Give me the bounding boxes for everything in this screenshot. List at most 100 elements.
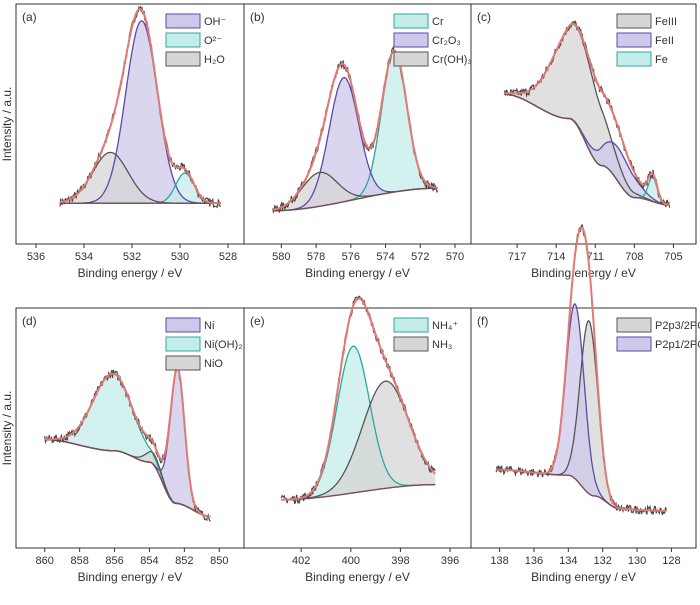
peak-fill-3 [272,172,438,211]
envelope-fit [272,49,438,211]
legend-label: Cr(OH)₃ [432,54,472,66]
x-tick-label: 705 [664,251,682,263]
legend-label: FeII [655,35,674,47]
panel-1: 536 534 532 530 528 Binding energy / eV Intens… [0,3,245,280]
x-axis-label: Binding energy / eV [78,570,183,584]
envelope-fit [281,297,436,501]
x-axis-label: Binding energy / eV [531,570,636,584]
legend-label: Fe [655,54,668,66]
peak-fill-3 [60,152,221,204]
legend-label: Ni [204,320,214,332]
peak-fill-1 [60,20,221,204]
panel-frame [470,307,697,549]
envelope-fit [496,226,667,512]
legend-label: Cr₂O₃ [432,35,461,47]
legend-label: O²⁻ [204,35,222,47]
panel-5: 402 400 398 396 Binding energy / eV (e) NH₄⁺ NH… [243,295,472,584]
background-line [272,187,438,212]
legend-label: FeIII [655,16,677,28]
x-tick-label: 711 [587,251,605,263]
x-tick-label: 134 [559,555,577,567]
x-tick-label: 574 [376,251,394,263]
peak-fill-2 [496,303,667,511]
x-tick-label: 570 [446,251,464,263]
legend-swatch [616,317,652,333]
panel-tag: (d) [22,314,37,328]
x-tick-label: 708 [625,251,643,263]
legend-swatch [165,317,201,333]
peak-fill-1 [504,24,670,206]
peak-fill-1 [281,346,436,500]
x-tick-label: 576 [342,251,360,263]
x-tick-label: 854 [140,555,158,567]
peak-fill-1 [44,368,211,517]
panel-tag: (c) [477,10,491,24]
envelope-fit [503,22,670,206]
x-tick-label: 400 [342,555,360,567]
legend-swatch [165,336,201,352]
y-axis-label: Intensity / a.u. [0,87,14,162]
background-line [44,438,211,518]
legend-swatch [616,51,652,67]
y-axis-label: Intensity / a.u. [0,391,14,466]
legend-label: NH₄⁺ [432,320,458,332]
x-axis-label: Binding energy / eV [78,266,183,280]
peak-fill-3 [504,94,670,206]
x-tick-label: 714 [547,251,565,263]
x-tick-label: 396 [441,555,459,567]
panel-tag: (a) [22,10,37,24]
x-tick-label: 536 [27,251,45,263]
panel-2: 580 578 576 574 572 570 Binding energy / eV (b)… [243,3,472,280]
peak-fill-2 [272,77,438,211]
x-tick-label: 578 [307,251,325,263]
x-tick-label: 852 [175,555,193,567]
panel-tag: (f) [477,314,488,328]
panel-6: 138 136 134 132 130 128 Binding energy / eV (f)… [470,223,700,584]
x-tick-label: 138 [490,555,508,567]
legend-label: NiO [204,358,223,370]
x-tick-label: 132 [594,555,612,567]
x-tick-label: 528 [219,251,237,263]
legend-swatch [165,51,201,67]
legend-swatch [165,32,201,48]
x-axis-label: Binding energy / eV [305,570,410,584]
legend-swatch [165,355,201,371]
panels-layer: 536 534 532 530 528 Binding energy / eV Intens… [0,3,700,584]
legend-swatch [616,32,652,48]
x-axis-label: Binding energy / eV [531,266,636,280]
legend-swatch [393,32,429,48]
peak-fill-2 [44,373,211,517]
x-tick-label: 580 [272,251,290,263]
x-tick-label: 856 [105,555,123,567]
x-axis-label: Binding energy / eV [305,266,410,280]
legend-label: P2p1/2PO₄³⁻ [655,339,700,351]
legend-swatch [393,336,429,352]
legend-label: OH⁻ [204,16,227,28]
x-tick-label: 136 [525,555,543,567]
x-tick-label: 532 [123,251,141,263]
legend-swatch [616,336,652,352]
peak-fill-2 [60,173,221,204]
x-tick-label: 398 [391,555,409,567]
envelope-fit [59,8,221,205]
legend-swatch [393,13,429,29]
legend-swatch [393,51,429,67]
legend-swatch [393,317,429,333]
x-tick-label: 534 [75,251,93,263]
x-tick-label: 717 [508,251,526,263]
legend-label: NH₃ [432,339,452,351]
background-line [504,93,670,206]
legend-label: Cr [432,16,444,28]
envelope-fit [44,366,211,518]
peak-fill-2 [504,94,670,206]
x-tick-label: 850 [210,555,228,567]
legend-swatch [165,13,201,29]
legend-label: P2p3/2PO₄³⁻ [655,320,700,332]
x-tick-label: 860 [36,555,54,567]
x-tick-label: 572 [411,251,429,263]
x-tick-label: 530 [171,251,189,263]
x-tick-label: 130 [628,555,646,567]
panel-3: 717 714 711 708 705 Binding energy / eV (c) FeI… [470,3,697,280]
x-tick-label: 128 [662,555,680,567]
